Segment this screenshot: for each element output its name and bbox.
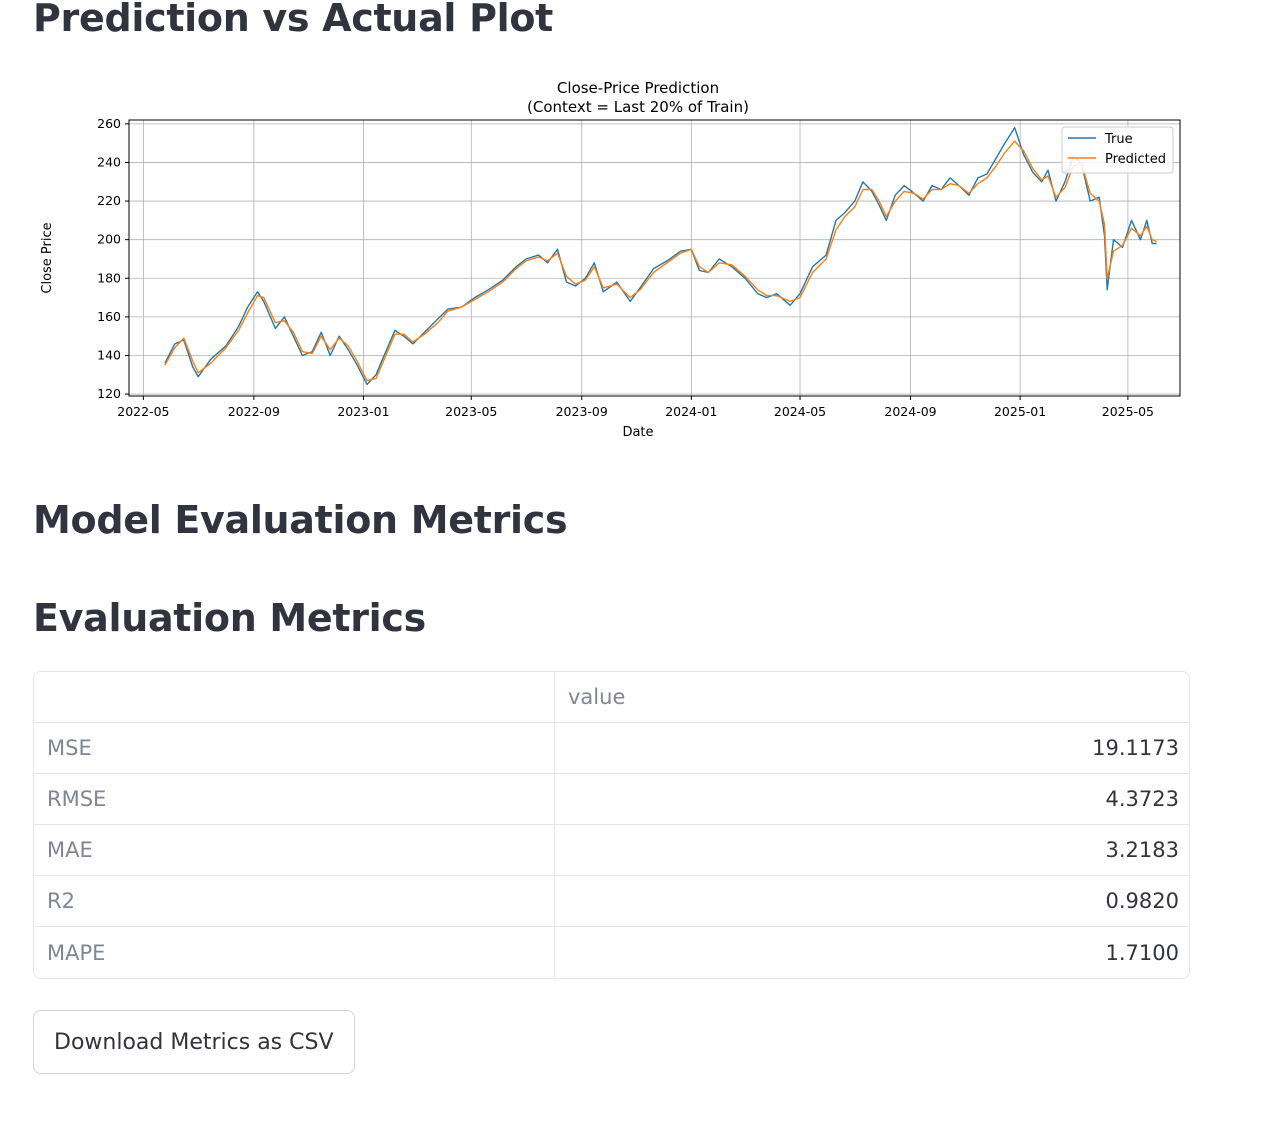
legend-label-true: True (1104, 132, 1133, 147)
metric-value: 0.9820 (555, 876, 1189, 927)
y-tick-label: 200 (97, 232, 121, 247)
metric-label: RMSE (34, 774, 555, 825)
x-tick-label: 2025-05 (1102, 404, 1154, 419)
table-row: RMSE 4.3723 (34, 774, 1189, 825)
x-tick-label: 2022-09 (228, 404, 280, 419)
x-tick-label: 2023-09 (556, 404, 608, 419)
y-tick-label: 220 (97, 193, 121, 208)
x-tick-label: 2024-05 (774, 404, 826, 419)
metrics-table: value MSE 19.1173 RMSE 4.3723 MAE 3.2183… (33, 671, 1190, 979)
legend-label-predicted: Predicted (1105, 152, 1166, 167)
table-header-row: value (34, 672, 1189, 723)
x-tick-label: 2022-05 (117, 404, 169, 419)
section-title-plot: Prediction vs Actual Plot (33, 0, 554, 40)
x-axis-label: Date (622, 425, 653, 440)
x-tick-label: 2024-01 (665, 404, 717, 419)
metric-label: MAPE (34, 927, 555, 978)
download-metrics-button[interactable]: Download Metrics as CSV (33, 1010, 355, 1074)
table-row: MAE 3.2183 (34, 825, 1189, 876)
plot-frame (128, 119, 1181, 397)
x-tick-label: 2023-05 (445, 404, 497, 419)
table-row: MSE 19.1173 (34, 723, 1189, 774)
table-header-value[interactable]: value (555, 672, 1189, 723)
y-axis-label: Close Price (40, 222, 55, 293)
y-tick-label: 140 (97, 347, 121, 362)
y-tick-label: 260 (97, 116, 121, 131)
y-tick-label: 160 (97, 309, 121, 324)
table-row: MAPE 1.7100 (34, 927, 1189, 978)
metric-label: R2 (34, 876, 555, 927)
table-row: R2 0.9820 (34, 876, 1189, 927)
metric-value: 19.1173 (555, 723, 1189, 774)
chart-title: Close-Price Prediction (557, 79, 719, 97)
chart-subtitle: (Context = Last 20% of Train) (527, 98, 749, 116)
chart-svg: 120 140 160 180 200 220 240 260 2022-05 2022-09 20… (40, 79, 1181, 440)
y-tick-label: 120 (97, 386, 121, 401)
series-line-true (164, 127, 1157, 386)
metric-value: 4.3723 (555, 774, 1189, 825)
x-tick-label: 2023-01 (337, 404, 389, 419)
y-tick-label: 180 (97, 270, 121, 285)
x-tick-label: 2025-01 (994, 404, 1046, 419)
metric-label: MAE (34, 825, 555, 876)
metric-value: 1.7100 (1105, 940, 1179, 965)
table-header-index[interactable] (34, 672, 555, 723)
prediction-chart: 120 140 160 180 200 220 240 260 2022-05 2022-09 20… (33, 75, 1190, 445)
section-title-eval-metrics: Evaluation Metrics (33, 596, 426, 640)
y-tick-label: 240 (97, 154, 121, 169)
x-tick-label: 2024-09 (884, 404, 936, 419)
series-line-predicted (164, 140, 1157, 382)
metric-label: MSE (34, 723, 555, 774)
metric-value: 3.2183 (555, 825, 1189, 876)
section-title-model-metrics: Model Evaluation Metrics (33, 498, 568, 542)
